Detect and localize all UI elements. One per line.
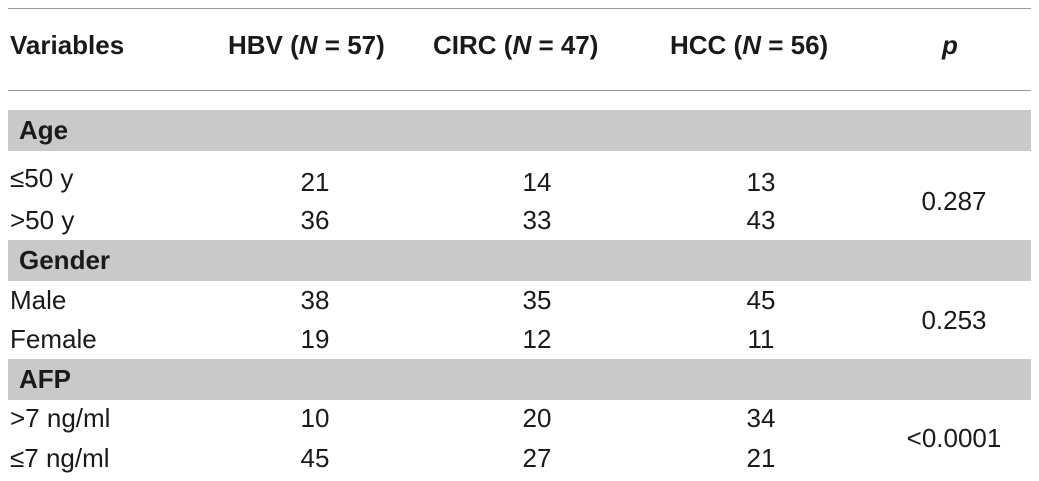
cell-hcc: 43 bbox=[746, 205, 776, 235]
cell-circ: 33 bbox=[522, 205, 552, 235]
section-age-band: Age bbox=[8, 110, 1031, 151]
cell-hbv: 36 bbox=[300, 205, 330, 235]
header-hbv-count: = 57) bbox=[317, 30, 385, 60]
section-gender-band: Gender bbox=[8, 240, 1031, 281]
cell-hcc: 13 bbox=[746, 167, 776, 197]
header-variables: Variables bbox=[10, 30, 125, 60]
cell-circ: 20 bbox=[522, 403, 552, 433]
cell-circ: 14 bbox=[522, 167, 552, 197]
header-hcc-count: = 56) bbox=[761, 30, 829, 60]
p-value: 0.287 bbox=[921, 186, 987, 216]
cell-hbv: 45 bbox=[300, 443, 330, 473]
cell-hbv: 10 bbox=[300, 403, 330, 433]
row-label: >7 ng/ml bbox=[10, 403, 111, 433]
row-label: Female bbox=[10, 324, 97, 354]
row-label: ≤50 y bbox=[10, 163, 74, 193]
section-afp-band: AFP bbox=[8, 359, 1031, 400]
cell-hcc: 45 bbox=[746, 285, 776, 315]
header-hcc: HCC (N = 56) bbox=[670, 30, 828, 61]
header-hbv-name: HBV ( bbox=[228, 30, 299, 60]
cell-circ: 12 bbox=[522, 324, 552, 354]
header-hcc-name: HCC ( bbox=[670, 30, 743, 60]
cell-hcc: 34 bbox=[746, 403, 776, 433]
row-label: ≤7 ng/ml bbox=[10, 443, 110, 473]
header-circ: CIRC (N = 47) bbox=[433, 30, 598, 61]
header-hbv-n: N bbox=[298, 30, 318, 60]
header-hbv: HBV (N = 57) bbox=[228, 30, 385, 61]
cell-circ: 35 bbox=[522, 285, 552, 315]
header-p: p bbox=[942, 30, 958, 60]
cell-hbv: 19 bbox=[300, 324, 330, 354]
header-rule bbox=[8, 90, 1031, 91]
cell-hcc: 11 bbox=[747, 324, 775, 354]
header-circ-n: N bbox=[512, 30, 532, 60]
cell-hbv: 21 bbox=[300, 167, 330, 197]
row-label: >50 y bbox=[10, 205, 75, 235]
cell-hbv: 38 bbox=[300, 285, 330, 315]
header-circ-count: = 47) bbox=[531, 30, 599, 60]
cell-hcc: 21 bbox=[746, 443, 776, 473]
header-circ-name: CIRC ( bbox=[433, 30, 513, 60]
top-rule bbox=[8, 8, 1031, 9]
cell-circ: 27 bbox=[522, 443, 552, 473]
p-value: <0.0001 bbox=[906, 423, 1002, 453]
row-label: Male bbox=[10, 285, 67, 315]
header-hcc-n: N bbox=[742, 30, 761, 60]
p-value: 0.253 bbox=[921, 305, 987, 335]
